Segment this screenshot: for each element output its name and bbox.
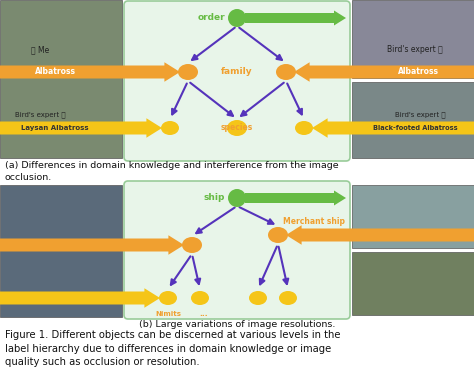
Text: Laysan Albatross: Laysan Albatross xyxy=(21,125,89,131)
Text: family: family xyxy=(221,67,253,77)
FancyArrow shape xyxy=(245,11,346,26)
FancyArrow shape xyxy=(0,62,180,82)
Ellipse shape xyxy=(182,237,202,253)
Ellipse shape xyxy=(227,120,247,136)
Ellipse shape xyxy=(279,291,297,305)
Ellipse shape xyxy=(295,121,313,135)
Bar xyxy=(352,0,474,78)
FancyArrow shape xyxy=(286,225,474,245)
Ellipse shape xyxy=(276,64,296,80)
Bar xyxy=(0,185,122,317)
Text: Aircraft carrier: Aircraft carrier xyxy=(116,240,180,250)
Text: Bird's expert 🎧: Bird's expert 🎧 xyxy=(395,112,445,118)
FancyBboxPatch shape xyxy=(124,181,350,319)
Circle shape xyxy=(228,9,246,27)
Bar xyxy=(352,82,474,158)
FancyArrow shape xyxy=(0,288,160,308)
FancyArrow shape xyxy=(0,235,184,255)
Text: (b) Large variations of image resolutions.: (b) Large variations of image resolution… xyxy=(139,320,335,329)
Text: ship: ship xyxy=(204,194,225,202)
FancyArrow shape xyxy=(312,118,474,138)
Bar xyxy=(352,252,474,315)
Text: order: order xyxy=(197,13,225,22)
Ellipse shape xyxy=(159,291,177,305)
Text: Bird's expert 🎧: Bird's expert 🎧 xyxy=(387,45,443,54)
FancyBboxPatch shape xyxy=(124,1,350,161)
Ellipse shape xyxy=(249,291,267,305)
Text: Albatross: Albatross xyxy=(35,67,75,77)
Text: ...: ... xyxy=(200,309,208,319)
Text: Black-footed Albatross: Black-footed Albatross xyxy=(373,125,457,131)
Bar xyxy=(0,0,122,158)
Text: Bird's expert 🎧: Bird's expert 🎧 xyxy=(15,112,65,118)
Ellipse shape xyxy=(268,227,288,243)
Bar xyxy=(352,185,474,248)
Circle shape xyxy=(228,189,246,207)
Ellipse shape xyxy=(178,64,198,80)
Text: species: species xyxy=(221,123,253,133)
FancyArrow shape xyxy=(294,62,474,82)
Text: (a) Differences in domain knowledge and interference from the image
occlusion.: (a) Differences in domain knowledge and … xyxy=(5,161,338,182)
Text: Figure 1. Different objects can be discerned at various levels in the
label hier: Figure 1. Different objects can be disce… xyxy=(5,330,340,367)
Text: Albatross: Albatross xyxy=(398,67,438,77)
Text: Nimits: Nimits xyxy=(155,311,181,317)
Text: 👤 Me: 👤 Me xyxy=(31,45,49,54)
FancyArrow shape xyxy=(245,190,346,205)
FancyArrow shape xyxy=(0,118,162,138)
Ellipse shape xyxy=(191,291,209,305)
Text: Merchant ship: Merchant ship xyxy=(283,216,345,226)
Ellipse shape xyxy=(161,121,179,135)
